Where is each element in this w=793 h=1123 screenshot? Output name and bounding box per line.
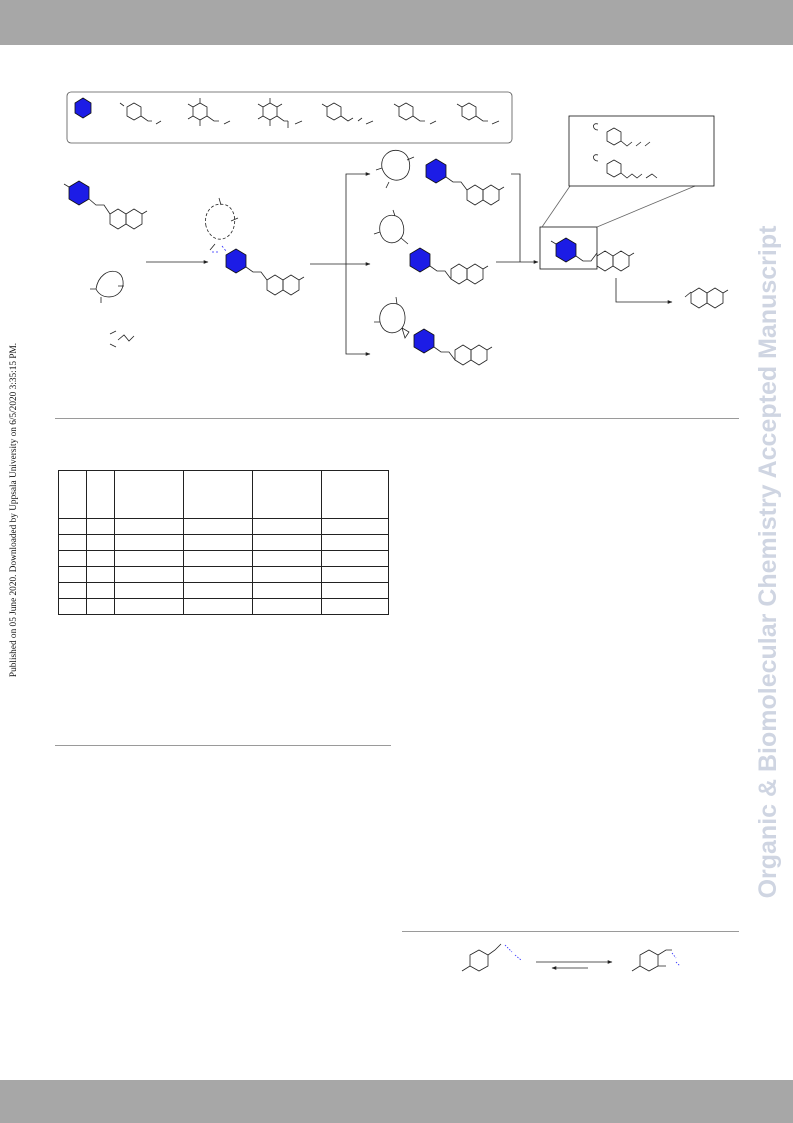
table-cell [114,534,184,551]
equilibrium-reactant [461,943,522,972]
table-cell [321,582,389,599]
reagent-diazo-fragment [109,330,135,348]
section-rule [55,745,391,746]
table-cell [86,534,115,551]
branch-arrow-down [345,264,371,356]
table-cell [86,550,115,567]
table-cell [58,566,87,583]
table-cell [58,470,87,519]
table-row [58,566,389,583]
bottom-footer-band [0,1080,793,1123]
table-cell [183,550,253,567]
table-row [58,518,389,535]
table-cell [114,582,184,599]
side-product-aryl-coumarin [550,237,635,272]
table-row [58,534,389,551]
table-cell [183,518,253,535]
table-cell [114,550,184,567]
legend-substituent-6 [456,102,500,125]
table-cell [183,598,253,615]
legend-substituent-5 [393,102,437,125]
callout-box [568,115,715,187]
table-cell [321,598,389,615]
callout-line [541,185,571,228]
callout-structure-2 [593,154,658,179]
section-rule [55,418,739,419]
table-header-row [58,470,389,519]
table-cell [183,470,253,519]
table-cell [321,566,389,583]
table-cell [114,518,184,535]
reagent-cycloalkene [90,270,124,303]
released-coumarin [684,287,729,309]
table-cell [321,470,389,519]
intermediate-macrocycle-complex [205,197,305,296]
legend-substituent-3 [257,98,303,128]
table-cell [114,470,184,519]
table-cell [252,582,322,599]
table-cell [86,598,115,615]
highlight-box [539,226,598,270]
table-row [58,582,389,599]
results-table [58,470,389,615]
table-cell [86,470,115,519]
table-cell [86,566,115,583]
table-cell [183,534,253,551]
table-cell [58,518,87,535]
table-cell [58,598,87,615]
starting-material-aryl-coumarin [63,180,148,230]
table-cell [86,518,115,535]
table-cell [321,518,389,535]
table-cell [252,598,322,615]
section-rule [402,931,739,932]
product-cyclopropane [374,296,493,366]
table-cell [114,566,184,583]
legend-box [66,91,513,144]
table-cell [252,518,322,535]
table-cell [86,582,115,599]
table-cell [58,550,87,567]
table-row [58,598,389,615]
table-cell [114,598,184,615]
table-cell [321,550,389,567]
table-cell [252,470,322,519]
aryl-legend-hexagon [74,97,92,119]
release-arrow [615,278,673,304]
legend-substituent-1 [119,102,162,125]
callout-structure-1 [593,123,651,147]
table-cell [252,550,322,567]
table-cell [321,534,389,551]
legend-substituent-4 [321,102,374,125]
table-cell [183,582,253,599]
product-alkylidene [373,209,489,285]
table-cell [252,534,322,551]
table-cell [183,566,253,583]
product-ring-expansion [375,149,505,206]
table-cell [58,582,87,599]
equilibrium-product [631,949,681,972]
table-cell [58,534,87,551]
callout-line [596,185,696,228]
table-row [58,550,389,567]
table-cell [252,566,322,583]
branch-arrow-up [345,172,371,264]
top-header-band [0,0,793,45]
legend-substituent-2 [187,98,231,126]
merge-bracket [511,173,521,262]
